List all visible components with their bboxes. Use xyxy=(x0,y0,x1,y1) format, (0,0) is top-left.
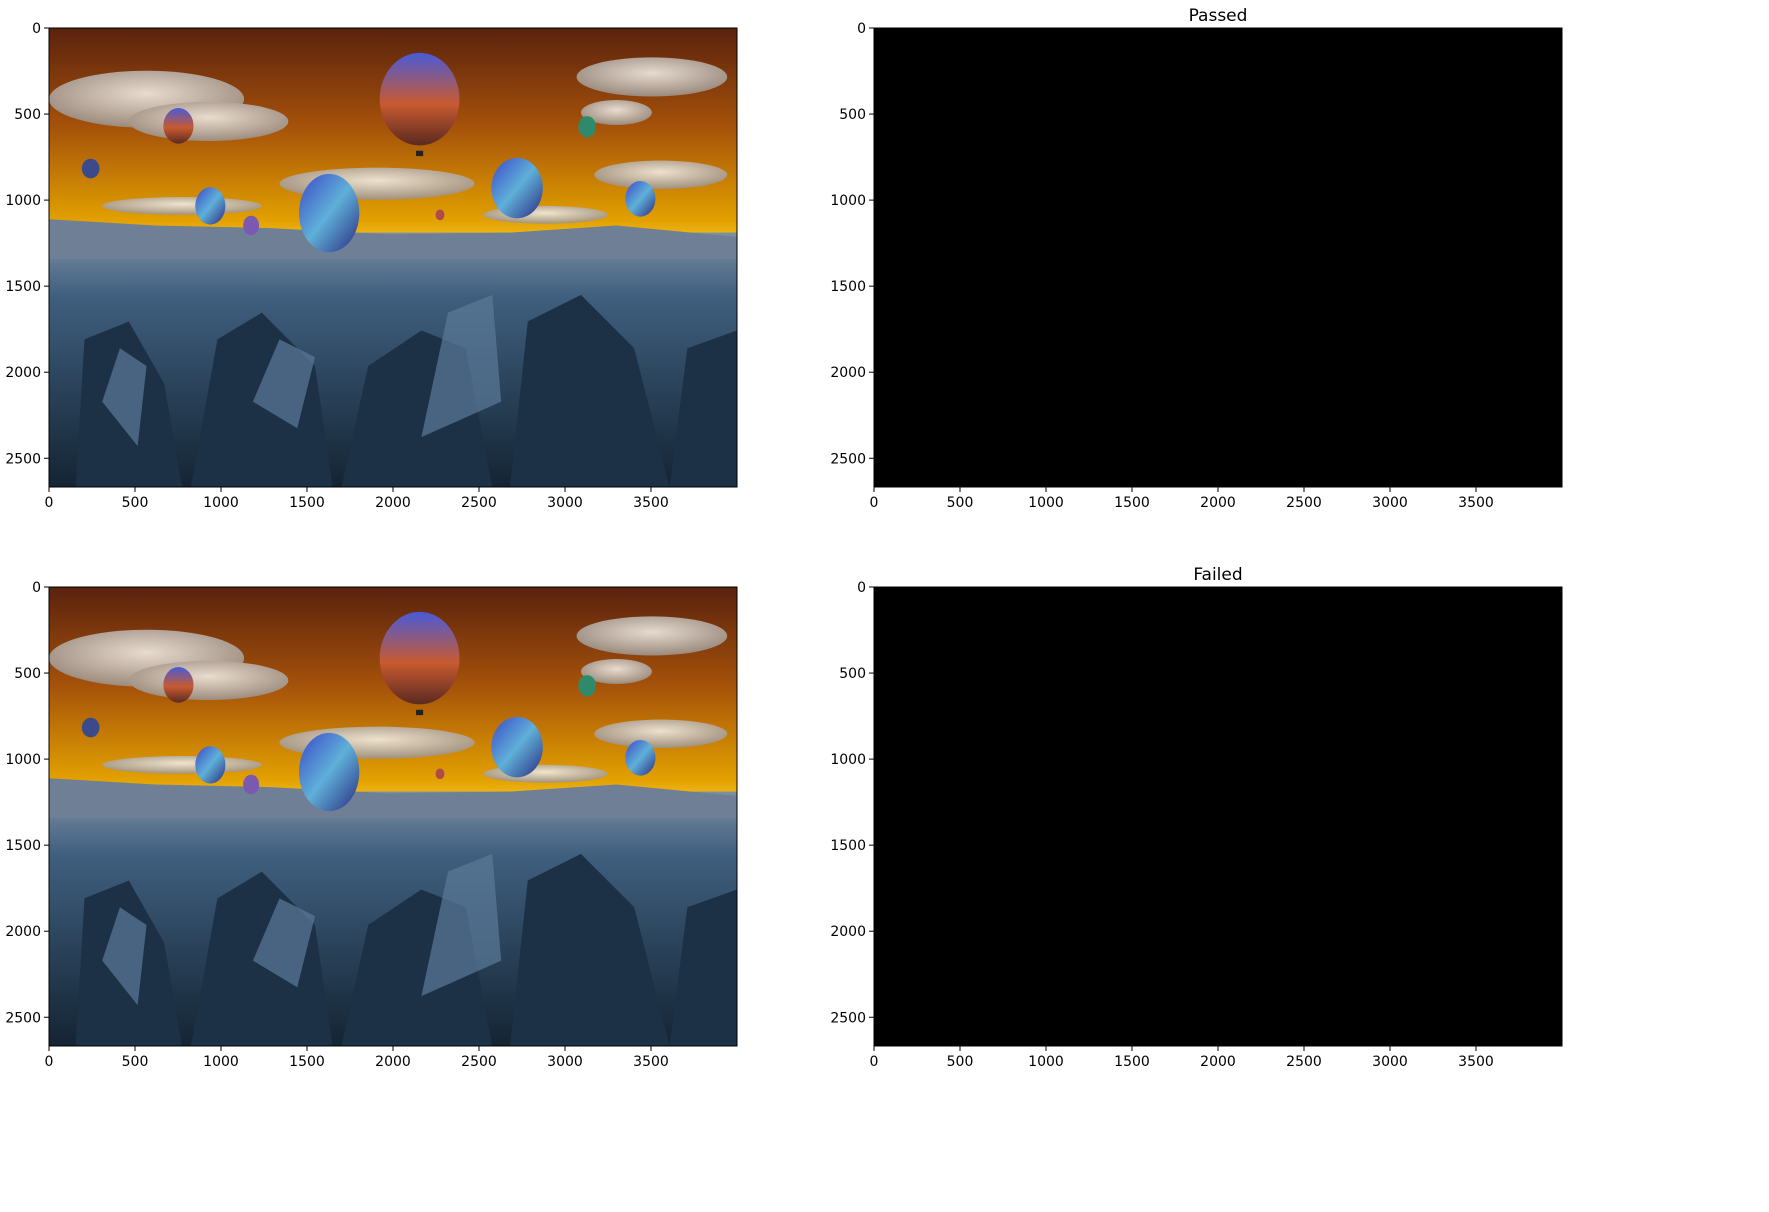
x-tick-label: 3500 xyxy=(633,1054,669,1070)
x-tick-label: 1000 xyxy=(203,495,239,511)
x-tick-label: 2000 xyxy=(375,1054,411,1070)
y-tick-label: 1000 xyxy=(830,193,866,209)
y-tick-label: 1000 xyxy=(830,752,866,768)
y-tick-label: 0 xyxy=(32,21,41,37)
x-tick-label: 2000 xyxy=(1200,1054,1236,1070)
x-tick-label: 2500 xyxy=(1286,495,1322,511)
x-tick-label: 2500 xyxy=(1286,1054,1322,1070)
panel-4: 0 500 1000 1500 2000 2500 3000 3500 0 500 1000 1500… xyxy=(830,565,1562,1070)
y-tick-label: 2500 xyxy=(5,451,41,467)
x-tick-label: 1000 xyxy=(1028,1054,1064,1070)
y-tick-label: 0 xyxy=(857,580,866,596)
y-tick-label: 500 xyxy=(14,107,41,123)
x-tick-label: 1500 xyxy=(289,1054,325,1070)
x-tick-label: 500 xyxy=(122,495,149,511)
image-black xyxy=(874,28,1562,487)
y-tick-label: 1500 xyxy=(830,838,866,854)
y-tick-label: 2000 xyxy=(5,365,41,381)
image-black xyxy=(874,587,1562,1046)
y-tick-label: 1000 xyxy=(5,752,41,768)
x-tick-label: 2500 xyxy=(461,495,497,511)
y-tick-label: 2500 xyxy=(830,1010,866,1026)
x-tick-label: 500 xyxy=(947,495,974,511)
x-tick-label: 1500 xyxy=(1114,495,1150,511)
x-tick-label: 0 xyxy=(45,1054,54,1070)
panel-title: Failed xyxy=(1193,565,1242,585)
x-tick-label: 1000 xyxy=(203,1054,239,1070)
y-tick-label: 2500 xyxy=(5,1010,41,1026)
x-tick-label: 3000 xyxy=(1372,495,1408,511)
y-tick-label: 1500 xyxy=(830,279,866,295)
y-tick-label: 1500 xyxy=(5,279,41,295)
panel-2: 0 500 1000 1500 2000 2500 3000 3500 0 500 1000 1500… xyxy=(830,6,1562,511)
x-tick-label: 3500 xyxy=(633,495,669,511)
y-tick-label: 1000 xyxy=(5,193,41,209)
y-tick-label: 2000 xyxy=(830,365,866,381)
y-tick-label: 0 xyxy=(32,580,41,596)
x-tick-label: 1500 xyxy=(289,495,325,511)
y-tick-label: 500 xyxy=(839,107,866,123)
panels: 0 500 1000 1500 2000 2500 3000 3500 0 500 1000 1500… xyxy=(5,6,1562,1070)
x-tick-label: 3500 xyxy=(1458,495,1494,511)
y-tick-label: 2000 xyxy=(830,924,866,940)
x-tick-label: 0 xyxy=(45,495,54,511)
x-tick-label: 3500 xyxy=(1458,1054,1494,1070)
y-tick-label: 2500 xyxy=(830,451,866,467)
y-tick-label: 2000 xyxy=(5,924,41,940)
x-tick-label: 2000 xyxy=(375,495,411,511)
y-tick-label: 500 xyxy=(839,666,866,682)
image-balloons xyxy=(49,28,737,487)
x-tick-label: 0 xyxy=(870,495,879,511)
panel-3: 0 500 1000 1500 2000 2500 3000 3500 0 500 1000 1500… xyxy=(5,580,737,1070)
y-tick-label: 1500 xyxy=(5,838,41,854)
x-tick-label: 2000 xyxy=(1200,495,1236,511)
x-tick-label: 1000 xyxy=(1028,495,1064,511)
x-tick-label: 500 xyxy=(122,1054,149,1070)
x-tick-label: 0 xyxy=(870,1054,879,1070)
y-tick-label: 0 xyxy=(857,21,866,37)
x-tick-label: 3000 xyxy=(547,1054,583,1070)
panel-1: 0 500 1000 1500 2000 2500 3000 3500 0 500 1000 1500… xyxy=(5,21,737,511)
image-balloons xyxy=(49,587,737,1046)
x-tick-label: 3000 xyxy=(547,495,583,511)
x-tick-label: 500 xyxy=(947,1054,974,1070)
x-tick-label: 2500 xyxy=(461,1054,497,1070)
x-tick-label: 3000 xyxy=(1372,1054,1408,1070)
x-tick-label: 1500 xyxy=(1114,1054,1150,1070)
y-tick-label: 500 xyxy=(14,666,41,682)
panel-title: Passed xyxy=(1189,6,1248,26)
